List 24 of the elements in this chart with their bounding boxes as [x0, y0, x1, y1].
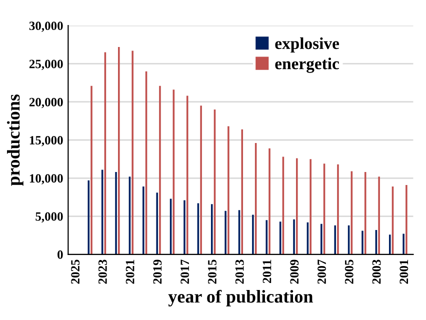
x-tick-label: 2025	[71, 260, 80, 284]
legend-label: energetic	[275, 58, 339, 73]
legend-label: explosive	[275, 37, 340, 52]
x-tick-label: 2007	[318, 260, 326, 284]
y-tick-label: 0	[58, 250, 63, 259]
y-tick-label: 20,000	[29, 98, 63, 108]
x-tick-label: 2003	[372, 260, 381, 284]
y-tick-label: 25,000	[29, 60, 63, 70]
x-tick-label: 2023	[98, 260, 107, 284]
x-tick-label: 2001	[400, 260, 408, 284]
y-tick-label: 5,000	[36, 212, 63, 223]
x-tick-label: 2011	[262, 260, 272, 284]
x-tick-label: 2015	[208, 260, 216, 284]
x-axis-title: year of publication	[168, 290, 313, 306]
x-tick-label: 2009	[290, 260, 299, 284]
y-axis-title: productions	[6, 94, 24, 186]
x-tick-label: 2021	[126, 260, 134, 284]
x-tick-label: 2019	[153, 260, 162, 284]
y-tick-label: 30,000	[29, 22, 63, 32]
y-tick-label: 10,000	[30, 174, 63, 184]
y-tick-label: 15,000	[30, 136, 63, 146]
x-tick-label: 2017	[180, 260, 190, 284]
x-tick-label: 2013	[235, 260, 244, 284]
x-tick-label: 2005	[344, 260, 354, 284]
